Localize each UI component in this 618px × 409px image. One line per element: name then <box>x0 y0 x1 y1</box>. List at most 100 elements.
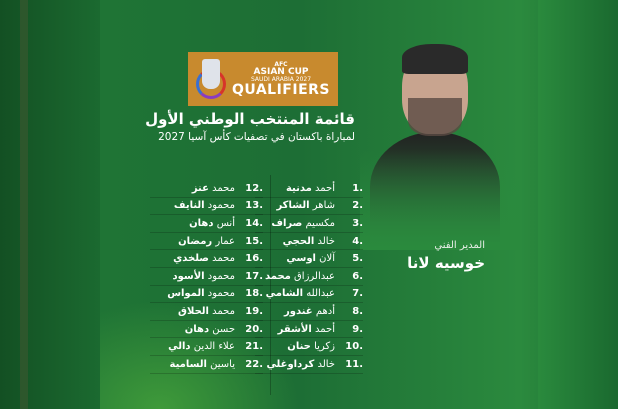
player-number: 11. <box>345 358 363 370</box>
player-last-name: الأسود <box>172 270 205 282</box>
player-row: 1. أحمد مدنية <box>255 180 363 198</box>
photo-fade <box>360 150 520 250</box>
trophy-icon <box>196 57 226 101</box>
player-row: 9. أحمد الأشقر <box>255 321 363 339</box>
player-first-name: ياسين <box>210 358 235 370</box>
player-first-name: خالد <box>317 235 335 247</box>
player-first-name: شاهر <box>312 200 335 212</box>
player-last-name: رمضان <box>178 235 213 247</box>
player-last-name: صراف <box>271 217 303 229</box>
player-number: 14. <box>245 217 263 229</box>
column-divider <box>270 175 271 395</box>
player-last-name: المواس <box>167 288 205 300</box>
player-number: 10. <box>345 341 363 353</box>
player-first-name: مكسيم <box>305 217 335 229</box>
player-first-name: محمود <box>207 200 235 212</box>
page-subtitle: لمباراة باكستان في تصفيات كأس آسيا 2027 <box>158 131 355 143</box>
player-row: 6. عبدالرزاق محمد <box>255 268 363 286</box>
player-first-name: محمود <box>207 288 235 300</box>
coach-name: خوسيه لانا <box>407 254 485 272</box>
player-row: 10. زكريا حنان <box>255 338 363 356</box>
player-last-name: حنان <box>287 341 311 353</box>
player-first-name: أحمد <box>315 182 335 194</box>
coach-role: المدير الفني <box>434 240 485 251</box>
player-last-name: النايف <box>173 200 205 212</box>
player-first-name: أنس <box>216 217 235 229</box>
player-number: 18. <box>245 288 263 300</box>
player-number: 3. <box>352 217 363 229</box>
player-first-name: خالد <box>317 358 335 370</box>
player-first-name: آلان <box>319 253 335 265</box>
player-row: 13. محمود النايف <box>150 198 263 216</box>
logo-afc: AFC <box>274 60 288 68</box>
player-row: 12. محمد عنز <box>150 180 263 198</box>
player-row: 2. شاهر الشاكر <box>255 198 363 216</box>
player-number: 1. <box>352 182 363 194</box>
player-number: 13. <box>245 200 263 212</box>
player-number: 19. <box>245 305 263 317</box>
player-first-name: حسن <box>212 323 235 335</box>
logo-asian-cup: ASIAN CUP <box>253 66 309 77</box>
player-number: 5. <box>352 253 363 265</box>
player-last-name: محمد <box>264 270 291 282</box>
player-number: 15. <box>245 235 263 247</box>
player-row: 21. علاء الدين دالي <box>150 338 263 356</box>
player-number: 12. <box>245 182 263 194</box>
player-last-name: غندور <box>283 305 313 317</box>
player-row: 17. محمود الأسود <box>150 268 263 286</box>
player-row: 16. محمد صلخدي <box>150 250 263 268</box>
player-number: 9. <box>352 323 363 335</box>
player-first-name: محمد <box>212 253 235 265</box>
player-first-name: أدهم <box>315 305 335 317</box>
afc-asian-cup-qualifiers-logo: AFC ASIAN CUP SAUDI ARABIA 2027 QUALIFIE… <box>188 52 338 106</box>
left-panel <box>0 0 100 409</box>
player-first-name: محمد <box>212 182 235 194</box>
player-last-name: مدنية <box>285 182 312 194</box>
player-last-name: عنز <box>191 182 209 194</box>
player-row: 3. مكسيم صراف <box>255 215 363 233</box>
player-row: 22. ياسين السامية <box>150 356 263 374</box>
player-number: 2. <box>352 200 363 212</box>
player-row: 8. أدهم غندور <box>255 303 363 321</box>
player-first-name: محمود <box>207 270 235 282</box>
players-list-right: 1. أحمد مدنية 2. شاهر الشاكر 3. مكسيم صراف 4. خ… <box>255 180 363 374</box>
player-row: 14. أنس دهان <box>150 215 263 233</box>
player-last-name: الحجي <box>282 235 315 247</box>
player-number: 16. <box>245 253 263 265</box>
player-row: 7. عبدالله الشامي <box>255 286 363 304</box>
player-row: 20. حسن دهان <box>150 321 263 339</box>
player-last-name: الشامي <box>265 288 304 300</box>
player-row: 18. محمود المواس <box>150 286 263 304</box>
right-panel <box>538 0 618 409</box>
player-number: 22. <box>245 358 263 370</box>
player-row: 11. خالد كرداوغلي <box>255 356 363 374</box>
player-last-name: الشاكر <box>276 200 310 212</box>
logo-qualifiers: QUALIFIERS <box>232 81 331 98</box>
player-number: 4. <box>352 235 363 247</box>
page-title: قائمة المنتخب الوطني الأول <box>145 110 355 128</box>
player-first-name: محمد <box>212 305 235 317</box>
player-number: 7. <box>352 288 363 300</box>
player-first-name: زكريا <box>314 341 335 353</box>
player-last-name: دالي <box>168 341 191 353</box>
players-list-left: 12. محمد عنز 13. محمود النايف 14. أنس دهان 15.… <box>150 180 263 374</box>
player-first-name: أحمد <box>315 323 335 335</box>
player-row: 19. محمد الحلاق <box>150 303 263 321</box>
player-row: 4. خالد الحجي <box>255 233 363 251</box>
decorative-stripe <box>20 0 28 409</box>
player-last-name: اوسي <box>286 253 316 265</box>
player-number: 8. <box>352 305 363 317</box>
player-first-name: عبدالله <box>306 288 335 300</box>
player-last-name: دهان <box>189 217 214 229</box>
player-number: 6. <box>352 270 363 282</box>
player-first-name: عمار <box>215 235 235 247</box>
player-last-name: الحلاق <box>178 305 209 317</box>
player-number: 20. <box>245 323 263 335</box>
player-last-name: صلخدي <box>173 253 209 265</box>
player-number: 17. <box>245 270 263 282</box>
player-first-name: عبدالرزاق <box>294 270 335 282</box>
player-last-name: كرداوغلي <box>266 358 315 370</box>
player-last-name: السامية <box>169 358 207 370</box>
glow <box>100 300 300 409</box>
player-last-name: الأشقر <box>277 323 312 335</box>
